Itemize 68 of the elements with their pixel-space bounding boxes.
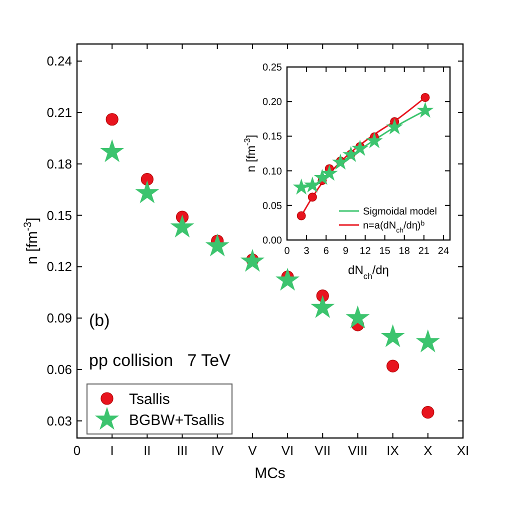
x-tick-label: II xyxy=(144,443,151,458)
y-tick-label: 0.09 xyxy=(46,310,72,326)
x-tick-label: 21 xyxy=(418,246,430,257)
y-tick-label: 0.21 xyxy=(46,105,72,120)
x-tick-label: 15 xyxy=(379,246,391,257)
y-tick-label: 0.20 xyxy=(262,97,282,108)
point xyxy=(366,132,383,148)
point xyxy=(292,178,310,195)
x-tick-label: 3 xyxy=(304,246,310,257)
point xyxy=(135,180,160,204)
y-tick-label: 0.00 xyxy=(262,236,282,246)
point xyxy=(386,118,404,134)
point xyxy=(205,233,230,256)
x-tick-label: 12 xyxy=(360,246,372,257)
legend-label: Sigmoidal model xyxy=(363,206,437,218)
legend-label: BGBW+Tsallis xyxy=(129,412,224,429)
point xyxy=(106,113,118,126)
point xyxy=(346,305,370,328)
x-tick-label: XI xyxy=(456,443,470,458)
point xyxy=(386,360,400,372)
point xyxy=(276,268,300,291)
legend-label: Tsallis xyxy=(129,390,170,408)
point xyxy=(100,139,124,162)
point xyxy=(304,176,321,193)
x-tick-label: 6 xyxy=(323,246,330,257)
annotation: (b) xyxy=(89,311,110,330)
x-tick-label: X xyxy=(424,443,433,458)
y-tick-label: 0.05 xyxy=(262,200,282,212)
point xyxy=(380,324,405,348)
x-tick-label: VI xyxy=(281,443,294,458)
x-axis-title: MCs xyxy=(254,465,286,482)
point xyxy=(416,102,434,118)
point xyxy=(422,406,434,419)
point xyxy=(352,140,368,156)
x-tick-label: 0 xyxy=(284,246,290,257)
y-tick-label: 0.25 xyxy=(262,62,282,74)
point xyxy=(170,214,194,238)
x-tick-label: 9 xyxy=(342,246,349,257)
y-tick-label: 0.12 xyxy=(46,259,72,274)
point xyxy=(332,154,349,170)
x-tick-label: 18 xyxy=(398,246,410,257)
point xyxy=(416,329,440,352)
annotation: pp collision 7 TeV xyxy=(89,351,232,370)
x-tick-label: IX xyxy=(386,443,400,458)
y-tick-label: 0.03 xyxy=(46,413,72,428)
y-tick-label: 0.18 xyxy=(46,156,72,172)
x-tick-label: 24 xyxy=(438,246,450,257)
point xyxy=(320,164,338,181)
x-tick-label: VIII xyxy=(348,443,368,458)
legend-label: n=a(dN$_{ch}$/dη)$^{b}$ xyxy=(363,219,425,234)
point xyxy=(296,211,306,220)
x-tick-label: IV xyxy=(211,443,224,458)
x-tick-label: VII xyxy=(314,443,331,458)
point xyxy=(420,92,430,102)
x-tick-label: I xyxy=(110,443,114,458)
y-tick-label: 0.15 xyxy=(46,208,72,223)
x-tick-label: V xyxy=(248,443,258,458)
y-tick-label: 0.24 xyxy=(46,54,72,69)
y-tick-label: 0.10 xyxy=(262,166,282,178)
point xyxy=(240,248,264,272)
x-tick-label: III xyxy=(176,443,188,458)
point xyxy=(308,192,317,202)
point xyxy=(140,173,154,186)
x-axis-title: dN$_{ch}$/dη xyxy=(348,263,389,281)
point xyxy=(310,295,335,318)
y-tick-label: 0.06 xyxy=(46,362,72,378)
y-tick-label: 0.15 xyxy=(262,132,282,143)
x-tick-label: 0 xyxy=(73,443,81,458)
